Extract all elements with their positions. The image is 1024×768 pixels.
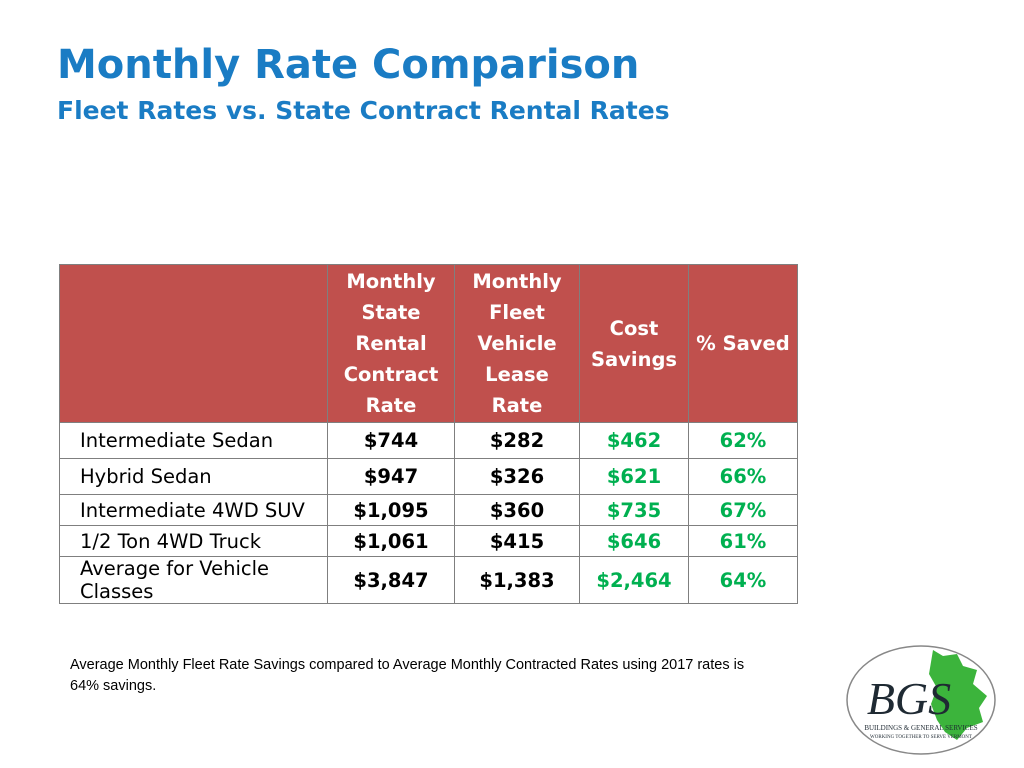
state-rate-cell: $744: [327, 422, 455, 459]
percent-saved-cell: 61%: [688, 525, 798, 557]
header-cost-savings: Cost Savings: [579, 264, 689, 423]
table-row-average: Average for Vehicle Classes $3,847 $1,38…: [59, 556, 798, 604]
cost-savings-cell: $646: [579, 525, 689, 557]
state-rate-cell: $1,061: [327, 525, 455, 557]
page-title: Monthly Rate Comparison: [57, 42, 640, 88]
bgs-logo: BGS BUILDINGS & GENERAL SERVICES WORKING…: [846, 645, 996, 755]
table-row: 1/2 Ton 4WD Truck $1,061 $415 $646 61%: [59, 525, 798, 557]
footnote: Average Monthly Fleet Rate Savings compa…: [70, 657, 745, 694]
percent-saved-cell: 66%: [688, 458, 798, 495]
vermont-state-shape-icon: [929, 650, 987, 740]
state-rate-cell: $1,095: [327, 494, 455, 526]
header-state-rental-rate: Monthly State Rental Contract Rate: [327, 264, 455, 423]
state-rate-cell: $947: [327, 458, 455, 495]
logo-letters: BGS: [867, 673, 951, 724]
vehicle-class-cell: Intermediate 4WD SUV: [59, 494, 328, 526]
table-row: Hybrid Sedan $947 $326 $621 66%: [59, 458, 798, 495]
percent-saved-cell: 62%: [688, 422, 798, 459]
table-row: Intermediate Sedan $744 $282 $462 62%: [59, 422, 798, 459]
state-rate-cell: $3,847: [327, 556, 455, 604]
vehicle-class-cell: 1/2 Ton 4WD Truck: [59, 525, 328, 557]
vehicle-class-cell: Intermediate Sedan: [59, 422, 328, 459]
fleet-rate-cell: $360: [454, 494, 580, 526]
fleet-rate-cell: $1,383: [454, 556, 580, 604]
vehicle-class-cell: Average for Vehicle Classes: [59, 556, 328, 604]
cost-savings-cell: $735: [579, 494, 689, 526]
page-subtitle: Fleet Rates vs. State Contract Rental Ra…: [57, 96, 670, 125]
fleet-rate-cell: $415: [454, 525, 580, 557]
percent-saved-cell: 67%: [688, 494, 798, 526]
table-row: Intermediate 4WD SUV $1,095 $360 $735 67…: [59, 494, 798, 526]
vehicle-class-cell: Hybrid Sedan: [59, 458, 328, 495]
cost-savings-cell: $2,464: [579, 556, 689, 604]
logo-org-name: BUILDINGS & GENERAL SERVICES: [864, 724, 977, 732]
fleet-rate-cell: $326: [454, 458, 580, 495]
percent-saved-cell: 64%: [688, 556, 798, 604]
table-header-row: Monthly State Rental Contract Rate Month…: [59, 264, 798, 423]
fleet-rate-cell: $282: [454, 422, 580, 459]
header-fleet-lease-rate: Monthly Fleet Vehicle Lease Rate: [454, 264, 580, 423]
cost-savings-cell: $621: [579, 458, 689, 495]
header-percent-saved: % Saved: [688, 264, 798, 423]
logo-tagline: WORKING TOGETHER TO SERVE VERMONT: [870, 735, 972, 740]
header-vehicle-class: [59, 264, 328, 423]
cost-savings-cell: $462: [579, 422, 689, 459]
rate-comparison-table: Monthly State Rental Contract Rate Month…: [59, 264, 798, 604]
